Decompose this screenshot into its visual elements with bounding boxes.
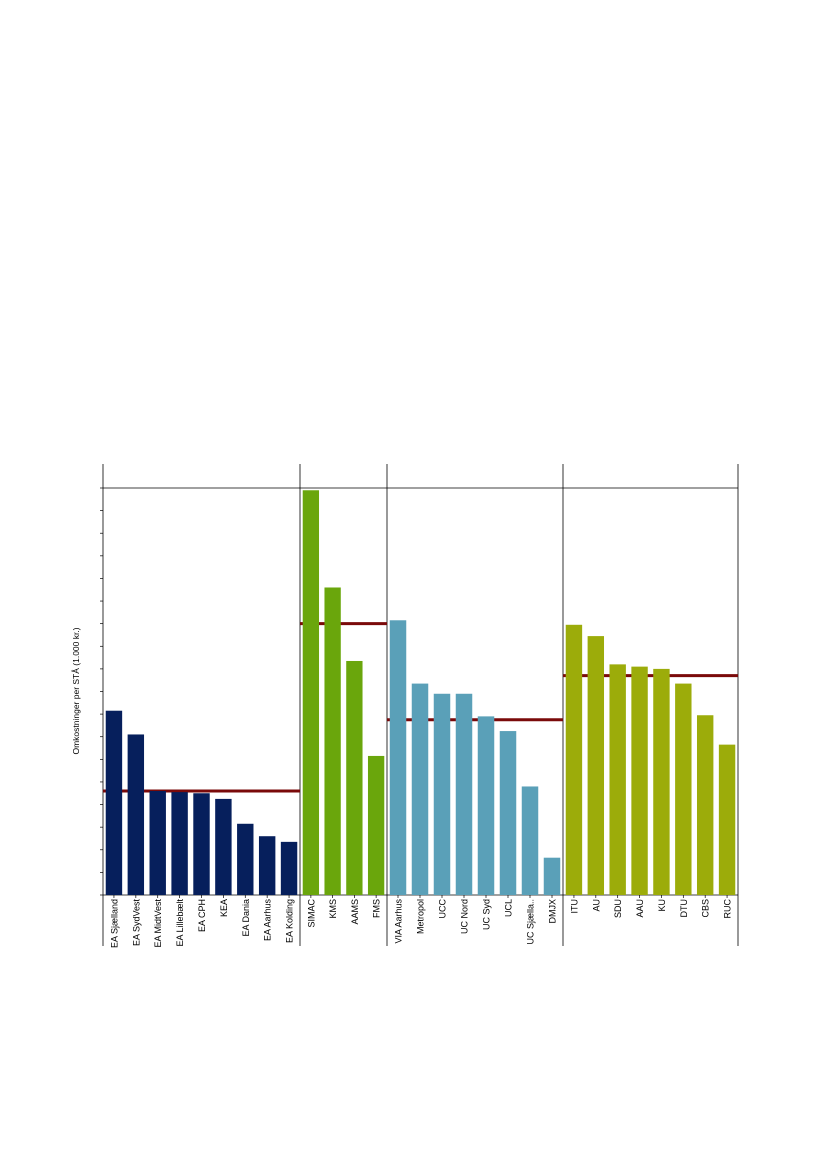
bar [280, 841, 298, 895]
bar [433, 693, 451, 895]
x-tick-label: UC Sjælla.. [526, 899, 536, 945]
bar [499, 731, 517, 895]
bar [324, 587, 341, 895]
bar [127, 734, 145, 895]
bar [631, 666, 648, 895]
x-tick-label: SDU [613, 899, 623, 918]
bar [587, 636, 605, 895]
bar [258, 836, 276, 895]
x-tick-label: EA Sjælland [109, 899, 119, 948]
bar [565, 624, 583, 895]
x-tick-label: KEA [219, 899, 229, 917]
bar [521, 786, 539, 895]
x-tick-label: EA Lillebælt [175, 899, 185, 947]
bar [609, 664, 626, 895]
x-tick-label: Metropol [416, 899, 426, 934]
x-tick-label: DMJX [548, 899, 558, 924]
x-tick-label: ITU [569, 899, 579, 914]
x-tick-label: EA MidtVest [153, 899, 163, 948]
x-tick-label: UCL [504, 899, 514, 917]
bar [477, 716, 495, 895]
x-tick-label: EA Aarhus [263, 899, 273, 942]
bar [389, 620, 407, 895]
bar [237, 823, 254, 895]
x-tick-label: KMS [328, 899, 338, 919]
category-labels: EA Sjælland EA SydVest EA MidtVest EA Lille… [109, 899, 732, 949]
bar [675, 683, 692, 895]
x-tick-label: EA Kolding [285, 899, 295, 943]
x-tick-label: UC Nord [460, 899, 470, 934]
bar [653, 668, 670, 895]
x-tick-label: AU [591, 899, 601, 912]
y-axis-title: Omkostninger per STÅ (1.000 kr.) [71, 627, 81, 754]
bar [543, 857, 561, 895]
bars [105, 490, 736, 895]
bar [105, 710, 123, 895]
x-tick-label: UC Syd [482, 899, 492, 930]
x-tick-label: RUC [723, 899, 733, 919]
x-tick-label: FMS [372, 899, 382, 918]
bar [455, 693, 473, 895]
x-tick-label: AAU [635, 899, 645, 918]
x-tick-label: EA CPH [197, 899, 207, 932]
bar [302, 490, 320, 895]
x-tick-label: UCC [438, 899, 448, 919]
bar [696, 715, 714, 895]
x-tick-label: EA SydVest [131, 899, 141, 947]
bar [215, 798, 232, 895]
bar [171, 792, 188, 895]
x-tick-label: KU [657, 899, 667, 912]
bar [149, 790, 166, 895]
x-tick-label: CBS [701, 899, 711, 918]
x-tick-label: DTU [679, 899, 689, 918]
x-tick-label: SIMAC [306, 899, 316, 928]
bar [411, 683, 429, 895]
x-tick-label: AAMS [350, 899, 360, 925]
x-tick-label: EA Dania [241, 899, 251, 937]
bar [718, 744, 736, 895]
bar [367, 755, 385, 895]
bar [193, 793, 210, 895]
x-tick-label: VIA Aarhus [394, 899, 404, 944]
bar [346, 660, 363, 895]
